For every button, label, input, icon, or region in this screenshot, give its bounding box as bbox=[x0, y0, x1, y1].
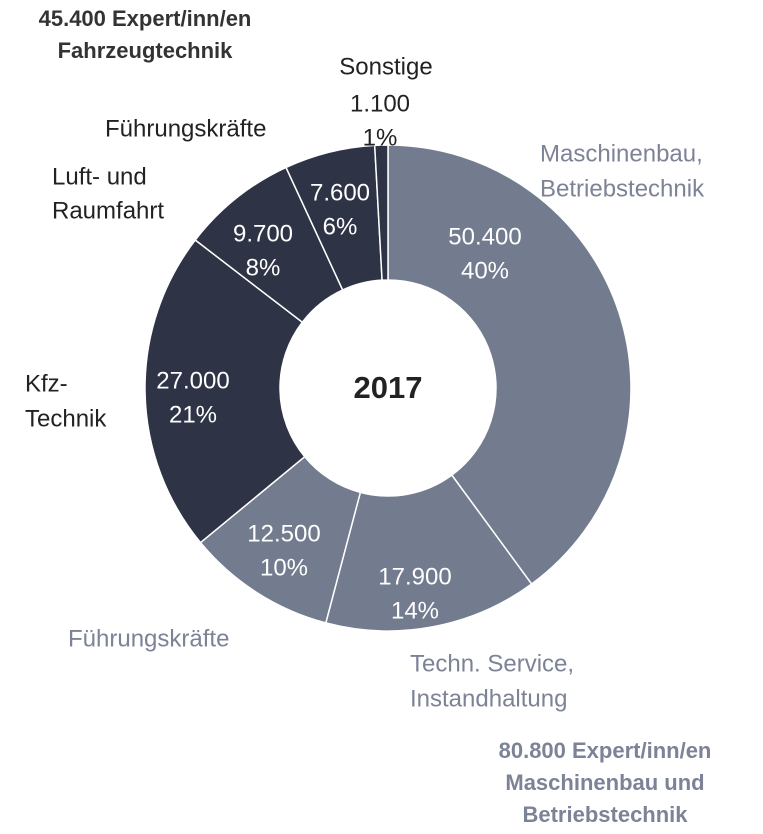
value-label: 1.100 bbox=[350, 90, 410, 117]
value-label: 17.900 bbox=[378, 563, 451, 590]
donut-segment bbox=[387, 144, 632, 586]
value-label: 27.000 bbox=[156, 367, 229, 394]
percent-label: 10% bbox=[260, 554, 308, 581]
category-label: Luft- und bbox=[52, 163, 147, 190]
category-label: Techn. Service, bbox=[410, 650, 574, 677]
category-label: Führungskräfte bbox=[68, 625, 229, 652]
category-label: Führungskräfte bbox=[105, 115, 266, 142]
category-label: Betriebstechnik bbox=[540, 175, 705, 202]
annotation: 80.800 Expert/inn/en bbox=[499, 738, 712, 763]
percent-label: 40% bbox=[461, 257, 509, 284]
annotation: Betriebstechnik bbox=[522, 802, 688, 827]
value-label: 7.600 bbox=[310, 179, 370, 206]
category-label: Raumfahrt bbox=[52, 197, 164, 224]
value-label: 9.700 bbox=[233, 220, 293, 247]
percent-label: 1% bbox=[363, 124, 398, 151]
category-label: Kfz- bbox=[25, 370, 68, 397]
annotation: 45.400 Expert/inn/en bbox=[39, 6, 252, 31]
percent-label: 14% bbox=[391, 597, 439, 624]
value-label: 50.400 bbox=[448, 223, 521, 250]
center-label: 2017 bbox=[354, 370, 423, 405]
percent-label: 6% bbox=[323, 213, 358, 240]
category-label: Sonstige bbox=[339, 53, 432, 80]
percent-label: 21% bbox=[169, 401, 217, 428]
donut-segment bbox=[144, 238, 306, 544]
donut-segment bbox=[373, 144, 389, 281]
category-label: Technik bbox=[25, 405, 107, 432]
category-label: Maschinenbau, bbox=[540, 140, 703, 167]
value-label: 12.500 bbox=[247, 520, 320, 547]
annotation: Fahrzeugtechnik bbox=[58, 38, 234, 63]
category-label: Instandhaltung bbox=[410, 685, 567, 712]
annotation: Maschinenbau und bbox=[505, 770, 704, 795]
donut-segment bbox=[324, 474, 533, 632]
percent-label: 8% bbox=[246, 254, 281, 281]
